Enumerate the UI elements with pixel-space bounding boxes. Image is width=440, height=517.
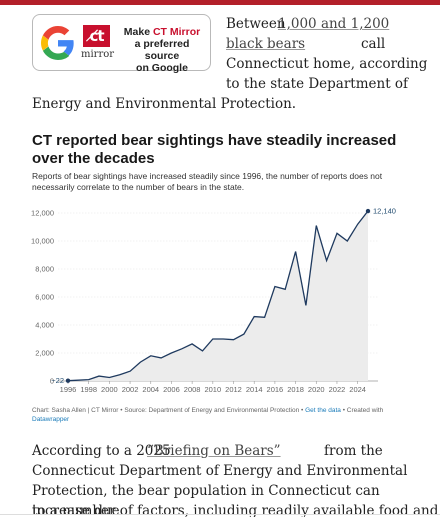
area-fill	[68, 211, 368, 381]
promo-brand: CT Mirror	[152, 26, 201, 38]
y-tick-label: 12,000	[31, 209, 54, 218]
preferred-source-promo[interactable]: c̸t mirror Make CT Mirror a preferred so…	[32, 14, 211, 74]
chart-credits: Chart: Sasha Allen | CT Mirror • Source:…	[32, 406, 412, 424]
promo-text: Make CT Mirror a preferred source on Goo…	[117, 26, 207, 74]
ct-mirror-mark: c̸t	[83, 25, 110, 47]
y-tick-label: 10,000	[31, 237, 54, 246]
y-tick-label: 2,000	[35, 349, 54, 358]
x-tick-label: 2014	[246, 385, 263, 394]
x-tick-label: 2018	[287, 385, 304, 394]
body-line3: Protection, the bear population in Conne…	[32, 483, 380, 517]
y-tick-label: 8,000	[35, 265, 54, 274]
x-tick-label: 2010	[204, 385, 221, 394]
body-prefix: According to a 2025	[32, 443, 171, 459]
start-point-marker	[65, 378, 71, 383]
promo-line3: on Google	[136, 62, 188, 74]
intro-line4: to the state Department of	[226, 76, 409, 92]
x-tick-label: 2016	[267, 385, 284, 394]
body-line4: to a number of factors, including readil…	[32, 503, 439, 517]
intro-call: call	[361, 36, 386, 52]
bear-count-link-part1: 1,000 and 1,200	[278, 16, 390, 32]
bear-count-link[interactable]: 1,000 and 1,200	[278, 14, 389, 34]
end-point-marker	[365, 208, 371, 214]
x-tick-label: 2012	[225, 385, 242, 394]
chart-subtitle: Reports of bear sightings have increased…	[32, 171, 383, 192]
google-g-icon	[41, 26, 74, 60]
x-tick-label: 2022	[329, 385, 346, 394]
intro-line3: Connecticut home, according	[226, 56, 428, 72]
bottom-divider	[0, 514, 440, 515]
end-value-label: 12,140	[373, 207, 396, 216]
briefing-on-bears-link[interactable]: “Briefing on Bears”	[147, 443, 281, 459]
bear-count-link-part2: black bears	[226, 36, 306, 52]
ct-mirror-wordmark: mirror	[81, 49, 115, 60]
y-tick-label: 0	[50, 377, 54, 386]
x-tick-label: 2024	[349, 385, 366, 394]
x-tick-label: 2000	[101, 385, 118, 394]
promo-line1-prefix: Make	[123, 26, 153, 38]
bear-count-link-continued[interactable]: black bears	[226, 34, 305, 54]
body-line2: Connecticut Department of Energy and Env…	[32, 463, 408, 479]
y-tick-label: 4,000	[35, 321, 54, 330]
credits-text: Chart: Sasha Allen | CT Mirror • Source:…	[32, 407, 306, 414]
x-tick-label: 1996	[60, 385, 77, 394]
credits-created: • Created with	[340, 407, 384, 414]
x-tick-label: 2006	[163, 385, 180, 394]
promo-line2: a preferred source	[134, 38, 190, 62]
start-value-label: −22	[51, 376, 64, 385]
bear-sightings-line-chart: 0 2,000 4,000 6,000 8,000 10,000 12,000 1996 199…	[31, 207, 396, 394]
x-tick-label: 2004	[142, 385, 159, 394]
x-tick-label: 2008	[184, 385, 201, 394]
body-suffix: from the	[324, 443, 383, 459]
top-accent-bar	[0, 0, 440, 5]
datawrapper-link[interactable]: Datawrapper	[32, 416, 70, 423]
x-tick-label: 2020	[308, 385, 325, 394]
chart-title: CT reported bear sightings have steadily…	[32, 132, 397, 167]
x-tick-label: 1998	[80, 385, 97, 394]
bear-sightings-line	[67, 210, 369, 382]
intro-line5: Energy and Environmental Protection.	[32, 96, 297, 112]
x-tick-label: 2002	[122, 385, 139, 394]
y-tick-label: 6,000	[35, 293, 54, 302]
intro-between: Between	[226, 16, 286, 32]
ct-mirror-logo: c̸t mirror	[81, 25, 115, 63]
get-the-data-link[interactable]: Get the data	[305, 407, 341, 414]
